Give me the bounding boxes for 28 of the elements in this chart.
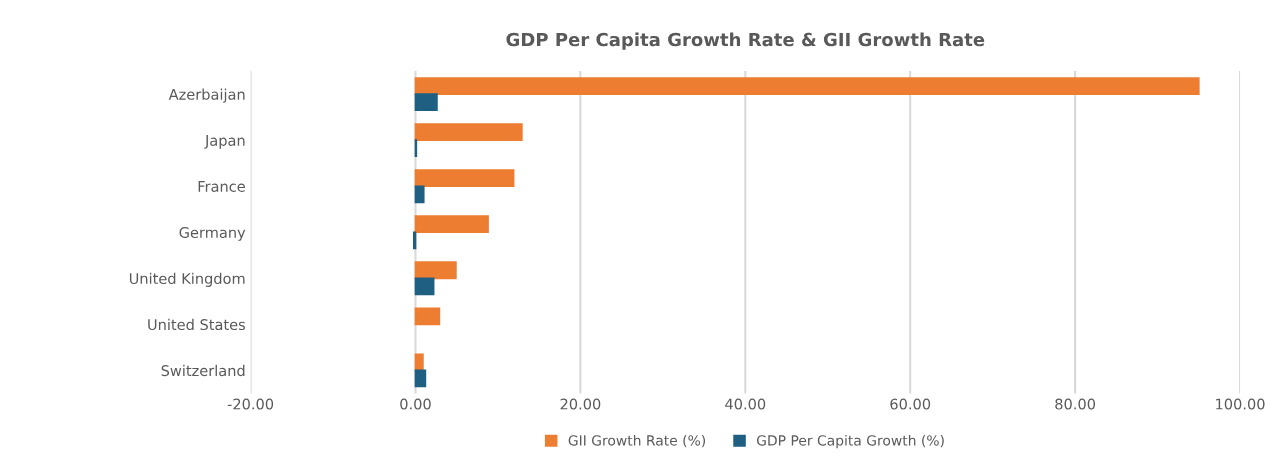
legend-label: GII Growth Rate (%) [568, 434, 706, 448]
bar [414, 369, 427, 388]
bar [414, 169, 515, 188]
y-tick-label: Switzerland [161, 364, 245, 377]
y-tick-label: United Kingdom [129, 272, 245, 287]
x-tick-label: 0.00 [400, 398, 431, 410]
bar [414, 353, 424, 372]
bar [414, 77, 1200, 95]
bar [414, 93, 438, 112]
y-tick-label: France [198, 181, 245, 192]
x-tick-label: -20.00 [227, 398, 274, 410]
x-tick-label: 80.00 [1055, 398, 1096, 410]
y-tick-label: Germany [179, 226, 246, 241]
x-tick-label: 20.00 [560, 398, 601, 410]
x-tick-label: 60.00 [890, 398, 931, 410]
y-tick-label: Japan [204, 135, 245, 149]
chart-title: GDP Per Capita Growth Rate & GII Growth Rate [506, 32, 985, 50]
bar [414, 261, 457, 280]
y-tick-label: Azerbaijan [168, 88, 245, 103]
legend-label: GDP Per Capita Growth (%) [756, 434, 944, 449]
bar [414, 277, 435, 296]
bar [414, 185, 425, 204]
x-tick-label: 40.00 [725, 398, 766, 410]
bar [414, 215, 489, 234]
bar [414, 123, 523, 142]
x-tick-label: 100.00 [1216, 398, 1265, 410]
y-tick-label: United States [148, 318, 245, 331]
bar [414, 307, 441, 326]
